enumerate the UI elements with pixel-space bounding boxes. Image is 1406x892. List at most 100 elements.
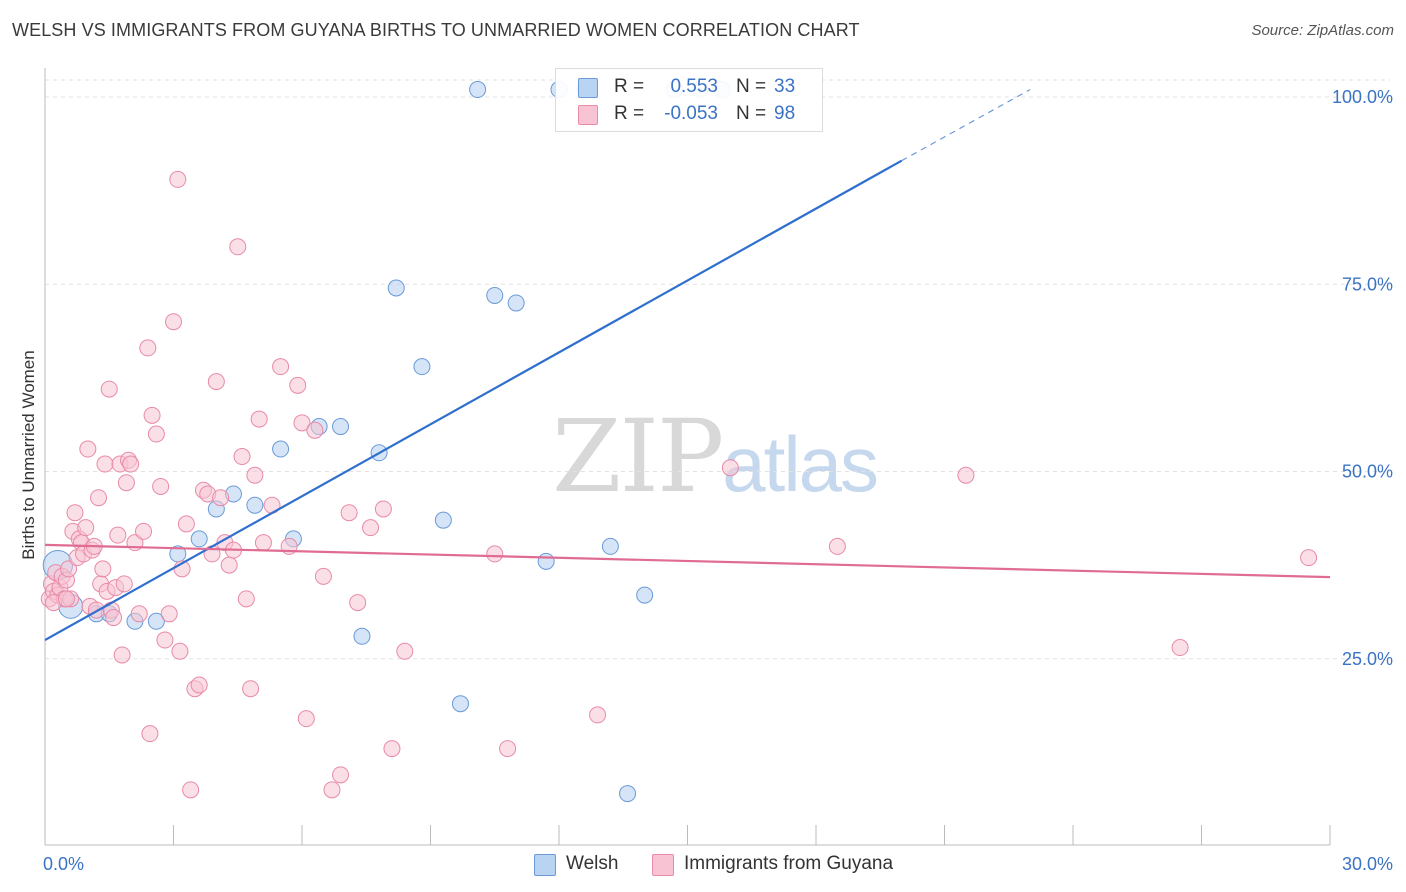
guyana-point xyxy=(90,489,108,507)
guyana-trend-line xyxy=(44,543,1331,579)
guyana-r-label: R = xyxy=(614,103,645,124)
guyana-point xyxy=(499,740,517,758)
welsh-point xyxy=(537,552,555,570)
welsh-point xyxy=(636,586,654,604)
watermark-zip: ZIP xyxy=(552,398,724,515)
guyana-point xyxy=(340,504,358,522)
guyana-point xyxy=(1300,549,1318,567)
welsh-point xyxy=(387,279,405,297)
guyana-point xyxy=(212,489,230,507)
guyana-point xyxy=(383,740,401,758)
guyana-point xyxy=(957,466,975,484)
welsh-series xyxy=(42,81,731,803)
watermark: ZIPatlas xyxy=(552,398,879,515)
welsh-point xyxy=(507,294,525,312)
guyana-point xyxy=(589,706,607,724)
guyana-point xyxy=(60,560,78,578)
guyana-point xyxy=(141,725,159,743)
guyana-swatch xyxy=(578,105,598,125)
guyana-point xyxy=(77,519,95,537)
welsh-point xyxy=(246,496,264,514)
guyana-point xyxy=(314,567,332,585)
welsh-point xyxy=(413,358,431,376)
guyana-point xyxy=(152,477,170,495)
welsh-point xyxy=(272,440,290,458)
guyana-point xyxy=(160,605,178,623)
guyana-point xyxy=(297,710,315,728)
welsh-point xyxy=(434,511,452,529)
welsh-point xyxy=(486,286,504,304)
trend-lines xyxy=(44,88,1331,641)
welsh-point xyxy=(353,627,371,645)
guyana-point xyxy=(169,170,187,188)
guyana-point xyxy=(1171,639,1189,657)
legend-row-welsh: R = 0.553 N = 33 xyxy=(556,73,822,101)
y-tick-label: 100.0% xyxy=(1332,87,1393,107)
guyana-point xyxy=(96,455,114,473)
welsh-trend-extension xyxy=(901,88,1031,162)
guyana-point xyxy=(374,500,392,518)
guyana-point xyxy=(332,766,350,784)
welsh-point xyxy=(601,537,619,555)
welsh-swatch xyxy=(578,78,598,98)
guyana-point xyxy=(233,448,251,466)
axes xyxy=(44,68,1331,846)
bottom-guyana-swatch xyxy=(652,854,674,876)
guyana-point xyxy=(242,680,260,698)
welsh-point xyxy=(619,785,637,803)
welsh-point xyxy=(469,81,487,99)
chart-title: WELSH VS IMMIGRANTS FROM GUYANA BIRTHS T… xyxy=(12,20,860,40)
guyana-point xyxy=(362,519,380,537)
tick-labels: 25.0% 50.0% 75.0% 100.0% 0.0% 30.0% xyxy=(43,87,1393,874)
guyana-point xyxy=(115,575,133,593)
welsh-point xyxy=(451,695,469,713)
welsh-point xyxy=(332,418,350,436)
y-tick-label: 25.0% xyxy=(1342,649,1393,669)
guyana-point xyxy=(139,339,157,357)
welsh-n-label: N = xyxy=(736,76,767,97)
guyana-point xyxy=(237,590,255,608)
grid-lines xyxy=(45,79,1390,660)
guyana-point xyxy=(165,313,182,331)
x-tick-label: 0.0% xyxy=(43,854,84,874)
guyana-point xyxy=(156,631,174,649)
guyana-point xyxy=(207,373,225,391)
guyana-point xyxy=(306,421,324,439)
guyana-point xyxy=(135,522,153,540)
welsh-trend-line xyxy=(44,159,903,641)
guyana-point xyxy=(79,440,97,458)
guyana-point xyxy=(177,515,195,533)
guyana-point xyxy=(721,459,739,477)
guyana-point xyxy=(220,556,238,574)
guyana-n-label: N = xyxy=(736,103,767,124)
guyana-series xyxy=(40,170,1318,799)
x-tick-label: 30.0% xyxy=(1342,854,1393,874)
correlation-legend: R = 0.553 N = 33 R = -0.053 N = 98 xyxy=(555,68,823,132)
welsh-r-value: 0.553 xyxy=(670,76,718,97)
guyana-point xyxy=(57,590,75,608)
welsh-r-label: R = xyxy=(614,76,645,97)
guyana-point xyxy=(147,425,165,443)
bottom-guyana-label: Immigrants from Guyana xyxy=(684,853,894,874)
watermark-atlas: atlas xyxy=(722,420,879,508)
guyana-point xyxy=(113,646,131,664)
welsh-n-value: 33 xyxy=(774,76,796,97)
guyana-point xyxy=(250,410,268,428)
guyana-point xyxy=(94,560,112,578)
guyana-point xyxy=(828,537,846,555)
guyana-point xyxy=(182,781,200,799)
y-tick-label: 50.0% xyxy=(1342,462,1393,482)
guyana-point xyxy=(190,676,208,694)
y-axis-title: Births to Unmarried Women xyxy=(19,350,38,559)
guyana-point xyxy=(130,605,148,623)
guyana-point xyxy=(293,414,311,432)
welsh-point xyxy=(190,530,208,548)
guyana-n-value: 98 xyxy=(774,103,796,124)
guyana-point xyxy=(289,376,307,394)
guyana-r-value: -0.053 xyxy=(664,103,718,124)
y-tick-label: 75.0% xyxy=(1342,274,1393,294)
source-label: Source: ZipAtlas.com xyxy=(1251,22,1394,39)
guyana-point xyxy=(171,642,189,660)
guyana-point xyxy=(66,504,84,522)
